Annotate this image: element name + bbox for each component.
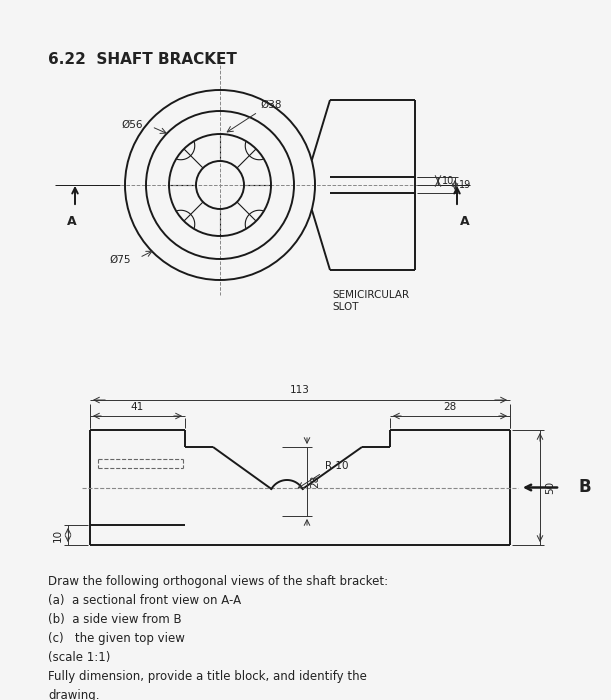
Text: A: A <box>460 215 470 228</box>
Text: Draw the following orthogonal views of the shaft bracket:
(a)  a sectional front: Draw the following orthogonal views of t… <box>48 575 388 700</box>
Text: 28: 28 <box>444 402 456 412</box>
Text: 6.22  SHAFT BRACKET: 6.22 SHAFT BRACKET <box>48 52 237 67</box>
Text: 41: 41 <box>131 402 144 412</box>
Text: 19: 19 <box>459 180 471 190</box>
Text: Ø56: Ø56 <box>122 120 143 130</box>
Text: SEMICIRCULAR
SLOT: SEMICIRCULAR SLOT <box>332 290 409 312</box>
Text: 50: 50 <box>545 481 555 494</box>
Text: 10: 10 <box>53 528 63 542</box>
Text: Ø38: Ø38 <box>260 100 282 110</box>
Text: 113: 113 <box>290 385 310 395</box>
Text: 28: 28 <box>310 475 320 488</box>
Text: Ø75: Ø75 <box>109 255 131 265</box>
Text: 10: 10 <box>442 176 454 186</box>
Text: A: A <box>67 215 77 228</box>
Text: R 10: R 10 <box>325 461 348 471</box>
Text: B: B <box>578 479 591 496</box>
